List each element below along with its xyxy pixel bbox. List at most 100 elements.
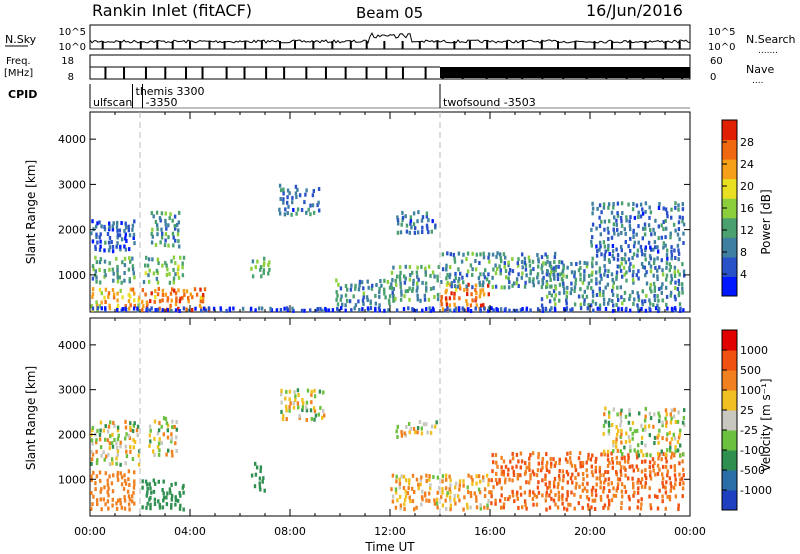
data-cell [112, 295, 116, 300]
data-cell [90, 474, 93, 479]
data-cell [148, 308, 152, 313]
data-cell [286, 211, 289, 216]
data-cell [146, 486, 149, 491]
data-cell [502, 469, 505, 474]
data-cell [682, 452, 685, 457]
data-cell [202, 306, 206, 311]
data-cell [383, 291, 386, 296]
data-cell [639, 244, 643, 249]
data-cell [164, 218, 167, 223]
data-cell [496, 464, 499, 469]
data-cell [536, 307, 540, 312]
data-cell [661, 272, 665, 277]
data-cell [670, 256, 673, 261]
data-cell [115, 506, 119, 511]
data-cell [531, 279, 535, 284]
data-cell [304, 192, 307, 197]
data-cell [454, 501, 457, 506]
data-cell [436, 292, 440, 297]
data-cell [525, 506, 528, 511]
data-cell [321, 415, 324, 420]
data-cell [158, 502, 161, 507]
data-cell [288, 191, 291, 196]
data-cell [554, 268, 557, 273]
data-cell [615, 222, 618, 227]
data-cell [591, 270, 594, 275]
data-cell [396, 230, 400, 235]
data-cell [500, 455, 503, 460]
data-cell [633, 429, 637, 434]
data-cell [365, 295, 369, 300]
data-cell [637, 297, 641, 302]
data-cell [590, 272, 594, 277]
data-cell [124, 461, 127, 466]
data-cell [611, 460, 614, 465]
data-cell [310, 416, 313, 421]
data-cell [158, 437, 161, 442]
data-cell [620, 295, 623, 300]
data-cell [499, 307, 503, 312]
data-cell [336, 293, 339, 298]
data-cell [103, 485, 106, 490]
data-cell [90, 491, 93, 495]
data-cell [617, 298, 620, 302]
data-cell [169, 303, 172, 308]
data-cell [263, 256, 266, 261]
data-cell [412, 222, 416, 227]
data-cell [624, 467, 627, 472]
data-cell [612, 202, 615, 206]
data-cell [156, 257, 160, 262]
search-dots: ....... [758, 46, 778, 56]
data-cell [100, 453, 103, 458]
data-cell [453, 308, 456, 313]
data-cell [99, 232, 102, 237]
data-cell [374, 306, 377, 311]
data-cell [444, 308, 447, 313]
data-cell [665, 412, 668, 417]
data-cell [258, 485, 262, 490]
data-cell [462, 280, 465, 285]
data-cell [449, 490, 452, 495]
colorbar-tick-label: -1000 [740, 484, 772, 497]
data-cell [164, 417, 168, 421]
data-cell [502, 472, 505, 477]
data-cell [419, 298, 422, 303]
cpid-segment-label: -3350 [146, 96, 178, 109]
data-cell [321, 308, 324, 313]
data-cell [420, 426, 423, 431]
data-cell [395, 429, 398, 434]
data-cell [383, 308, 386, 313]
data-cell [136, 424, 140, 429]
data-cell [550, 461, 553, 466]
data-cell [636, 449, 640, 454]
data-cell [553, 269, 556, 274]
data-cell [268, 260, 271, 265]
data-cell [511, 257, 514, 261]
data-cell [596, 206, 599, 211]
data-cell [561, 268, 565, 273]
data-cell [532, 490, 535, 495]
data-cell [127, 477, 130, 482]
data-cell [613, 215, 616, 220]
data-cell [669, 488, 672, 493]
data-cell [98, 287, 102, 292]
data-cell [562, 273, 565, 278]
data-cell [286, 306, 289, 311]
data-cell [446, 272, 449, 277]
data-cell [681, 290, 684, 295]
data-cell [573, 492, 576, 497]
data-cell [107, 248, 111, 253]
data-cell [679, 428, 682, 433]
data-cell [648, 411, 652, 416]
data-cell [557, 264, 560, 269]
data-cell [408, 286, 411, 291]
data-cell [515, 308, 519, 313]
data-cell [649, 416, 653, 421]
data-cell [98, 470, 102, 475]
data-cell [316, 307, 319, 311]
data-cell [662, 206, 665, 211]
data-cell [521, 307, 524, 311]
data-cell [540, 266, 543, 271]
data-cell [285, 404, 288, 409]
data-cell [96, 306, 99, 311]
